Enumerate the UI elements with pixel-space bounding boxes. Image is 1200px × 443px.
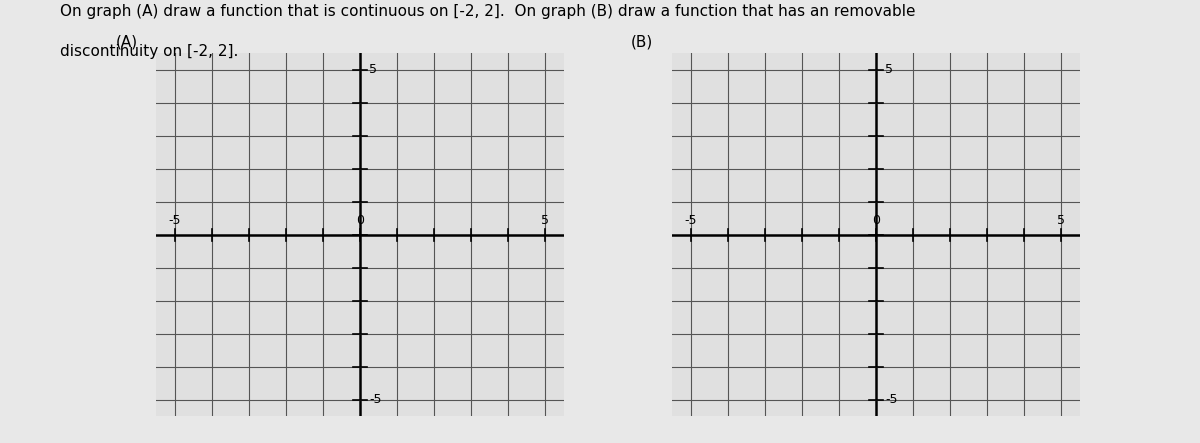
Text: (B): (B) <box>631 35 654 50</box>
Text: -5: -5 <box>370 393 382 406</box>
Text: (A): (A) <box>115 35 138 50</box>
Text: -5: -5 <box>684 214 697 226</box>
Text: 0: 0 <box>356 214 364 226</box>
Text: 5: 5 <box>370 63 377 76</box>
Text: 5: 5 <box>1057 214 1066 226</box>
Text: 5: 5 <box>886 63 893 76</box>
Text: 0: 0 <box>872 214 880 226</box>
Text: -5: -5 <box>168 214 181 226</box>
Text: discontinuity on [-2, 2].: discontinuity on [-2, 2]. <box>60 44 239 59</box>
Text: -5: -5 <box>886 393 898 406</box>
Text: 5: 5 <box>541 214 550 226</box>
Text: On graph (A) draw a function that is continuous on [-2, 2].  On graph (B) draw a: On graph (A) draw a function that is con… <box>60 4 916 19</box>
